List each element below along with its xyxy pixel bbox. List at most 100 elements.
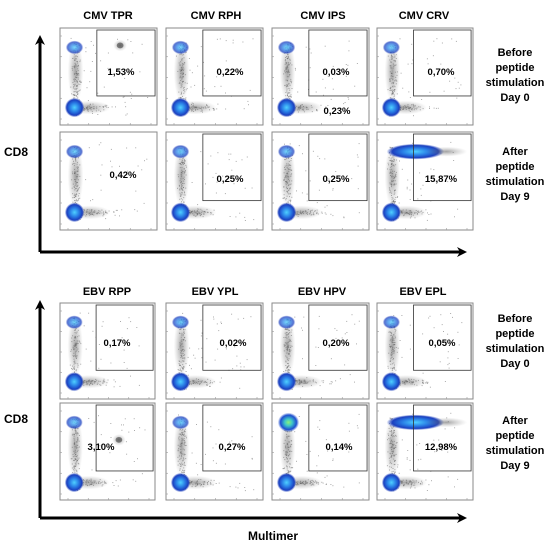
gate-box — [413, 404, 472, 472]
gate-percentage: 0,42% — [110, 170, 137, 181]
gate-box — [202, 404, 262, 472]
gate-percentage: 0,27% — [219, 442, 246, 453]
gate-box — [96, 29, 156, 97]
gate-box — [308, 404, 368, 472]
svg-text:After: After — [502, 415, 528, 427]
density-cluster — [276, 97, 297, 118]
dot-plot-panel — [376, 131, 474, 231]
density-cluster — [65, 315, 83, 329]
gate-box — [413, 133, 472, 202]
gate-percentage: 0,05% — [429, 338, 456, 349]
svg-text:stimulation: stimulation — [486, 77, 545, 89]
bottom-column-header: EBV YPL — [192, 286, 239, 298]
svg-text:peptide: peptide — [495, 430, 534, 442]
dot-plot-panel — [59, 302, 156, 400]
gate-percentage: 12,98% — [425, 442, 458, 453]
gate-percentage: 0,25% — [217, 174, 244, 185]
gate-box — [95, 304, 154, 371]
density-cluster — [386, 414, 445, 431]
density-cluster — [170, 472, 191, 493]
density-cluster — [65, 415, 83, 430]
svg-text:stimulation: stimulation — [486, 343, 545, 355]
dot-plot-panel — [59, 402, 156, 501]
density-cluster — [381, 202, 401, 223]
svg-text:stimulation: stimulation — [486, 176, 545, 188]
svg-text:After: After — [502, 146, 528, 158]
dot-plot-panel — [271, 402, 370, 501]
svg-text:Day 9: Day 9 — [500, 191, 529, 203]
top-row-label-after: After peptide stimulation Day 9 — [486, 146, 545, 203]
gate-box — [202, 304, 262, 371]
density-cluster — [65, 40, 84, 55]
gate-percentage: 0,14% — [326, 442, 353, 453]
density-cluster — [171, 40, 190, 55]
svg-text:Day 0: Day 0 — [500, 92, 529, 104]
density-cluster — [64, 372, 84, 392]
gate-percentage: 0,20% — [323, 338, 350, 349]
svg-text:peptide: peptide — [495, 328, 534, 340]
density-cluster — [171, 144, 190, 159]
gate-percentage: 0,70% — [428, 67, 455, 78]
gate-percentage: 0,03% — [323, 67, 350, 78]
density-cluster — [171, 315, 190, 329]
top-column-header: CMV CRV — [399, 10, 450, 22]
density-cluster — [276, 372, 297, 392]
x-axis-label: Multimer — [248, 529, 298, 543]
gate-box — [413, 304, 472, 371]
top-column-header: CMV IPS — [300, 10, 345, 22]
gate-box — [95, 404, 154, 472]
dot-plot-panel — [59, 27, 158, 126]
gate-box — [308, 29, 368, 97]
density-cluster — [170, 202, 191, 223]
svg-text:stimulation: stimulation — [486, 445, 545, 457]
bottom-row-label-before: Before peptide stimulation Day 0 — [486, 313, 545, 370]
top-y-axis-label: CD8 — [4, 145, 28, 159]
dot-plot-panel — [165, 302, 264, 400]
gate-box — [308, 304, 368, 371]
density-cluster — [382, 315, 401, 329]
density-cluster — [64, 472, 84, 493]
density-cluster — [277, 412, 300, 433]
gate-box — [413, 29, 472, 97]
gate-percentage: 0,02% — [220, 338, 247, 349]
bottom-column-header: EBV HPV — [298, 286, 347, 298]
dot-plot-panel — [271, 302, 370, 400]
density-cluster — [277, 315, 296, 329]
gate-box — [202, 133, 262, 202]
density-cluster — [64, 97, 85, 118]
gate-box — [202, 29, 262, 97]
svg-text:Day 9: Day 9 — [500, 460, 529, 472]
dot-plot-panel — [59, 131, 158, 231]
dot-plot-panel — [376, 302, 474, 400]
gate-percentage: 0,22% — [217, 67, 244, 78]
density-cluster — [277, 144, 296, 159]
density-cluster — [171, 415, 190, 430]
svg-text:peptide: peptide — [495, 62, 534, 74]
dot-plot-panel — [165, 131, 264, 231]
density-cluster — [64, 202, 85, 223]
top-row-label-before: Before peptide stimulation Day 0 — [486, 47, 545, 104]
dot-plot-panel — [165, 402, 264, 501]
dot-plot-panel — [271, 27, 370, 126]
density-cluster — [276, 202, 297, 223]
gate-percentage: 1,53% — [108, 67, 135, 78]
bottom-column-header: EBV EPL — [399, 286, 446, 298]
density-cluster — [170, 97, 191, 118]
bottom-row-label-after: After peptide stimulation Day 9 — [486, 415, 545, 472]
top-column-header: CMV RPH — [191, 10, 242, 22]
gate-percentage: 0,17% — [104, 338, 131, 349]
svg-text:Before: Before — [498, 47, 533, 59]
density-cluster — [65, 144, 84, 159]
gate-box — [308, 133, 368, 202]
dot-plot-panel — [376, 27, 474, 126]
density-cluster — [277, 40, 296, 55]
svg-text:peptide: peptide — [495, 161, 534, 173]
bottom-block: EBV RPP EBV YPL EBV HPV EBV EPL CD8 Mult… — [4, 286, 545, 543]
top-column-header: CMV TPR — [83, 10, 133, 22]
svg-text:Before: Before — [498, 313, 533, 325]
density-cluster — [276, 472, 297, 493]
top-block: CMV TPR CMV RPH CMV IPS CMV CRV CD8 Befo… — [4, 10, 545, 257]
dot-plot-panel — [165, 27, 264, 126]
gate-percentage: 3,10% — [88, 442, 115, 453]
